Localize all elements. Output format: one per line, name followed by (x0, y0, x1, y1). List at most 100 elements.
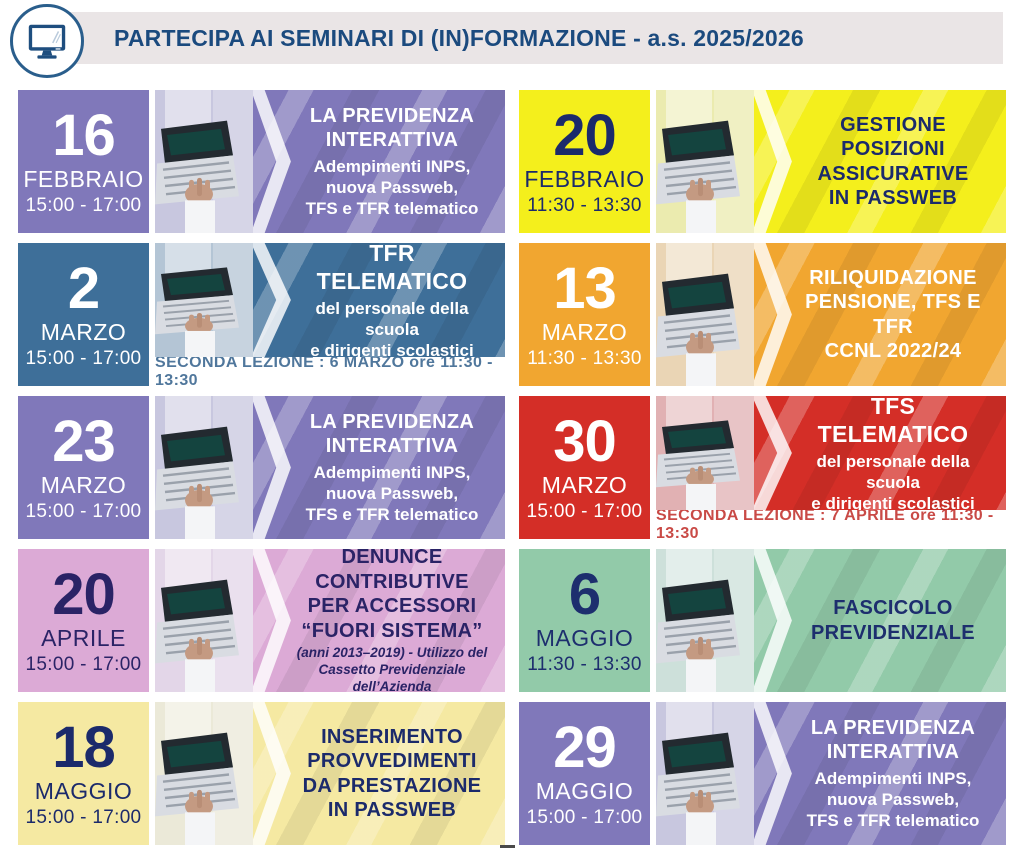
date-panel: 18 MAGGIO 15:00 - 17:00 (18, 702, 149, 845)
seminar-subtitle: del personale della scuola e dirigenti s… (811, 451, 975, 510)
seminar-note: (anni 2013–2019) - Utilizzo del Cassetto… (296, 644, 488, 692)
date-month: MAGGIO (535, 778, 634, 805)
card-body: LA PREVIDENZA INTERATTIVA Adempimenti IN… (155, 396, 505, 539)
seminar-card: 20 FEBBRAIO 11:30 - 13:30 (519, 90, 1006, 233)
date-day: 20 (52, 561, 116, 627)
seminar-title: LA PREVIDENZA INTERATTIVA (309, 104, 475, 152)
date-month: APRILE (41, 625, 126, 652)
date-time: 15:00 - 17:00 (25, 807, 142, 829)
laptop-photo (155, 90, 253, 233)
seminar-subtitle: del personale della scuola e dirigenti s… (310, 298, 474, 357)
date-time: 15:00 - 17:00 (526, 501, 643, 523)
monitor-icon (10, 4, 84, 78)
card-banner: LA PREVIDENZA INTERATTIVA Adempimenti IN… (656, 702, 1006, 845)
date-panel: 16 FEBBRAIO 15:00 - 17:00 (18, 90, 149, 233)
seminar-card: 18 MAGGIO 15:00 - 17:00 (18, 702, 505, 845)
laptop-photo (656, 549, 754, 692)
seminar-title: RILIQUIDAZIONE PENSIONE, TFS E TFR CCNL … (805, 266, 981, 362)
title-block: INSERIMENTO PROVVEDIMENTI DA PRESTAZIONE… (293, 702, 505, 845)
date-month: MARZO (40, 319, 127, 346)
date-day: 23 (52, 408, 116, 474)
title-block: LA PREVIDENZA INTERATTIVA Adempimenti IN… (794, 702, 1006, 845)
chevron-shape (752, 549, 792, 692)
date-panel: 13 MARZO 11:30 - 13:30 (519, 243, 650, 386)
date-month: MARZO (541, 472, 628, 499)
title-block: FASCICOLO PREVIDENZIALE (794, 549, 1006, 692)
date-panel: 2 MARZO 15:00 - 17:00 (18, 243, 149, 386)
date-panel: 20 APRILE 15:00 - 17:00 (18, 549, 149, 692)
seminar-card: 29 MAGGIO 15:00 - 17:00 (519, 702, 1006, 845)
card-body: GESTIONE POSIZIONI ASSICURATIVE IN PASSW… (656, 90, 1006, 233)
seminar-title: DENUNCE CONTRIBUTIVE PER ACCESSORI “FUOR… (301, 549, 483, 642)
date-day: 2 (67, 255, 100, 321)
card-body: DENUNCE CONTRIBUTIVE PER ACCESSORI “FUOR… (155, 549, 505, 692)
date-month: MARZO (541, 319, 628, 346)
date-time: 15:00 - 17:00 (25, 501, 142, 523)
chevron-shape (251, 396, 291, 539)
page-title: PARTECIPA AI SEMINARI DI (IN)FORMAZIONE … (114, 24, 804, 51)
chevron-shape (752, 396, 792, 510)
card-body: LA PREVIDENZA INTERATTIVA Adempimenti IN… (656, 702, 1006, 845)
seminar-title: GESTIONE POSIZIONI ASSICURATIVE IN PASSW… (817, 113, 969, 209)
date-panel: 23 MARZO 15:00 - 17:00 (18, 396, 149, 539)
card-body: INSERIMENTO PROVVEDIMENTI DA PRESTAZIONE… (155, 702, 505, 845)
laptop-photo (155, 396, 253, 539)
laptop-photo (155, 243, 253, 357)
card-banner: FASCICOLO PREVIDENZIALE (656, 549, 1006, 692)
card-banner: TFS TELEMATICO del personale della scuol… (656, 396, 1006, 510)
seminar-subtitle: Adempimenti INPS, nuova Passweb, TFS e T… (305, 156, 479, 219)
card-banner: RILIQUIDAZIONE PENSIONE, TFS E TFR CCNL … (656, 243, 1006, 386)
chevron-shape (752, 702, 792, 845)
seminar-card: 13 MARZO 11:30 - 13:30 (519, 243, 1006, 386)
second-lesson-row: SECONDA LEZIONE : 7 APRILE ore 11:30 - 1… (656, 507, 1006, 542)
date-day: 30 (553, 408, 617, 474)
second-lesson-row: SECONDA LEZIONE : 6 MARZO ore 11:30 - 13… (155, 354, 505, 389)
seminar-title: FASCICOLO PREVIDENZIALE (811, 597, 975, 644)
seminar-title: TFS TELEMATICO (817, 396, 969, 447)
card-body: TFR TELEMATICO del personale della scuol… (155, 243, 505, 389)
laptop-photo (656, 243, 754, 386)
header-bar: PARTECIPA AI SEMINARI DI (IN)FORMAZIONE … (30, 12, 1003, 64)
date-time: 15:00 - 17:00 (25, 348, 142, 370)
seminar-title: LA PREVIDENZA INTERATTIVA (309, 410, 475, 458)
card-banner: GESTIONE POSIZIONI ASSICURATIVE IN PASSW… (656, 90, 1006, 233)
date-panel: 20 FEBBRAIO 11:30 - 13:30 (519, 90, 650, 233)
laptop-photo (656, 396, 754, 510)
title-block: RILIQUIDAZIONE PENSIONE, TFS E TFR CCNL … (794, 243, 1006, 386)
date-month: MAGGIO (34, 778, 133, 805)
seminar-title: INSERIMENTO PROVVEDIMENTI DA PRESTAZIONE… (302, 725, 482, 821)
laptop-photo (155, 549, 253, 692)
date-panel: 30 MARZO 15:00 - 17:00 (519, 396, 650, 539)
date-time: 11:30 - 13:30 (527, 654, 642, 676)
title-block: TFR TELEMATICO del personale della scuol… (293, 243, 505, 357)
date-panel: 6 MAGGIO 11:30 - 13:30 (519, 549, 650, 692)
card-body: TFS TELEMATICO del personale della scuol… (656, 396, 1006, 542)
chevron-shape (251, 243, 291, 357)
date-month: MARZO (40, 472, 127, 499)
date-day: 6 (568, 561, 601, 627)
seminar-card: 2 MARZO 15:00 - 17:00 (18, 243, 505, 389)
seminar-subtitle: Adempimenti INPS, nuova Passweb, TFS e T… (806, 768, 980, 831)
seminar-title: TFR TELEMATICO (316, 243, 468, 294)
date-day: 16 (52, 102, 116, 168)
date-month: FEBBRAIO (524, 166, 645, 193)
date-time: 11:30 - 13:30 (527, 348, 642, 370)
card-body: LA PREVIDENZA INTERATTIVA Adempimenti IN… (155, 90, 505, 233)
title-block: LA PREVIDENZA INTERATTIVA Adempimenti IN… (293, 396, 505, 539)
card-banner: LA PREVIDENZA INTERATTIVA Adempimenti IN… (155, 396, 505, 539)
chevron-shape (251, 702, 291, 845)
title-block: TFS TELEMATICO del personale della scuol… (794, 396, 1006, 510)
title-block: LA PREVIDENZA INTERATTIVA Adempimenti IN… (293, 90, 505, 233)
date-time: 15:00 - 17:00 (25, 654, 142, 676)
laptop-photo (155, 702, 253, 845)
card-body: RILIQUIDAZIONE PENSIONE, TFS E TFR CCNL … (656, 243, 1006, 386)
card-body: FASCICOLO PREVIDENZIALE (656, 549, 1006, 692)
date-day: 18 (52, 714, 116, 780)
date-day: 20 (553, 102, 617, 168)
card-banner: LA PREVIDENZA INTERATTIVA Adempimenti IN… (155, 90, 505, 233)
card-banner: INSERIMENTO PROVVEDIMENTI DA PRESTAZIONE… (155, 702, 505, 845)
chevron-shape (251, 549, 291, 692)
stray-mark (500, 845, 515, 848)
seminar-card: 30 MARZO 15:00 - 17:00 (519, 396, 1006, 542)
